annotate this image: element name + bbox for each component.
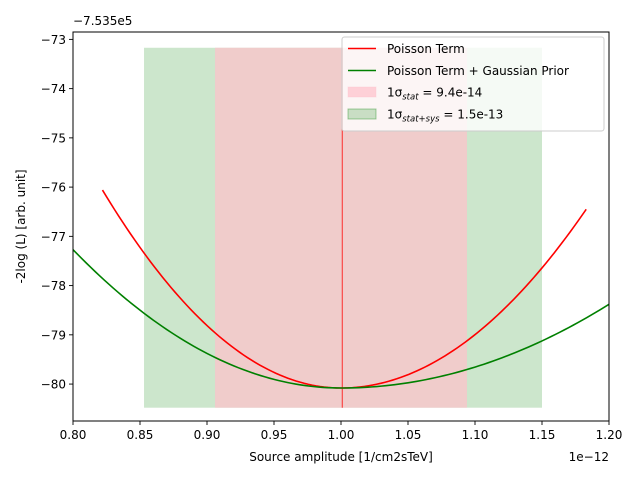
x-offset-label: 1e−12	[569, 450, 609, 464]
y-tick-label: −80	[41, 378, 66, 392]
y-tick-label: −76	[41, 181, 66, 195]
y-tick-label: −78	[41, 279, 66, 293]
legend-band-swatch	[347, 108, 377, 120]
y-axis-label: -2log (L) [arb. unit]	[14, 169, 28, 283]
x-tick-label: 1.10	[462, 428, 489, 442]
y-tick-label: −73	[41, 33, 66, 47]
legend-band-swatch	[347, 86, 377, 98]
x-tick-label: 1.20	[596, 428, 623, 442]
x-tick-label: 1.00	[328, 428, 355, 442]
legend: Poisson Term Poisson Term + Gaussian Prio…	[341, 36, 605, 132]
series-line-1	[72, 249, 610, 389]
x-tick-label: 0.95	[261, 428, 288, 442]
x-axis-label: Source amplitude [1/cm2sTeV]	[249, 450, 433, 464]
legend-label: Poisson Term + Gaussian Prior	[387, 64, 569, 78]
x-tick-label: 1.05	[395, 428, 422, 442]
x-tick-label: 0.80	[60, 428, 87, 442]
legend-label: 1σstat = 9.4e-14	[387, 86, 482, 103]
y-tick-label: −75	[41, 131, 66, 145]
x-axis: 0.80 0.85 0.90 0.95 1.00 1.05 1.10 1.15 1.20	[60, 421, 623, 442]
legend-label: 1σstat+sys = 1.5e-13	[387, 108, 503, 125]
x-tick-label: 1.15	[529, 428, 556, 442]
y-tick-label: −74	[41, 82, 66, 96]
y-offset-label: −7.535e5	[73, 14, 132, 28]
y-tick-label: −79	[41, 328, 66, 342]
legend-label: Poisson Term	[387, 42, 465, 56]
x-tick-label: 0.90	[194, 428, 221, 442]
curves	[72, 189, 610, 389]
y-tick-label: −77	[41, 230, 66, 244]
legend-box	[341, 36, 605, 132]
y-axis: −80 −79 −78 −77 −76 −75 −74 −73	[41, 33, 73, 392]
x-tick-label: 0.85	[127, 428, 154, 442]
